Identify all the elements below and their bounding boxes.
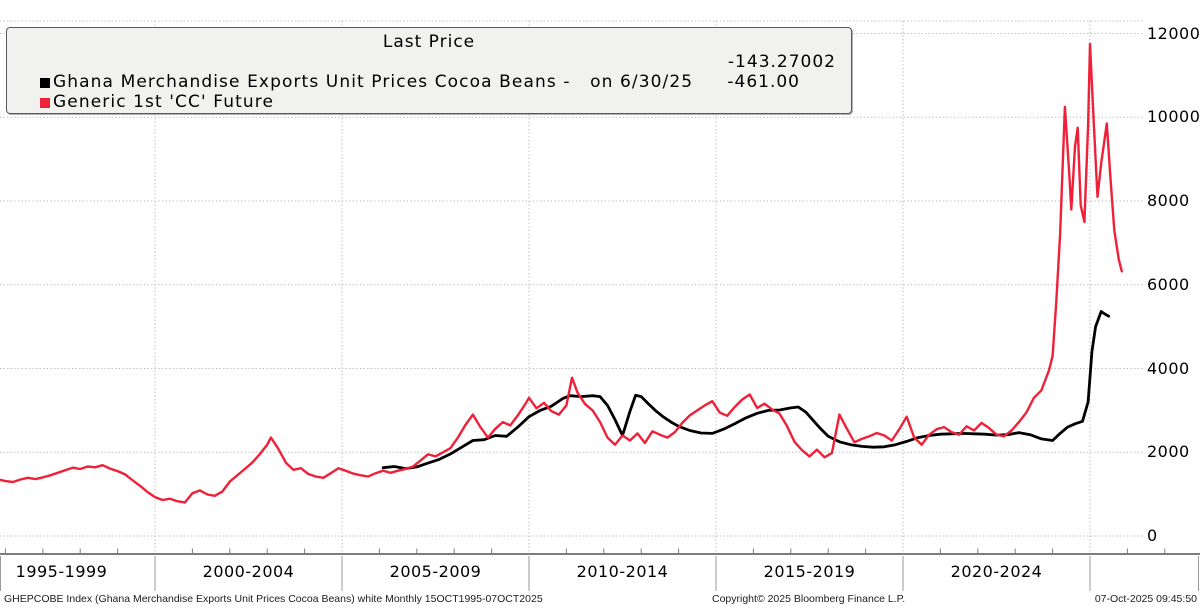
x-axis-group-label: 2015-2019 — [763, 562, 856, 581]
y-axis-tick-label: 6000 — [1147, 274, 1190, 294]
y-axis-tick-label: 0 — [1147, 526, 1158, 545]
legend-value-ghana-exports: -143.27002 — [727, 52, 836, 72]
legend-title: Last Price — [382, 32, 476, 52]
x-axis-group-label: 2010-2014 — [576, 562, 669, 581]
y-axis-tick-label: 4000 — [1147, 358, 1190, 378]
footer-index-description: GHEPCOBE Index (Ghana Merchandise Export… — [4, 593, 543, 605]
x-axis-group-label: 2000-2004 — [202, 562, 295, 581]
y-axis-tick-label: 12000 — [1147, 23, 1200, 43]
legend-value-cc-future: -461.00 — [727, 72, 800, 92]
legend-row-ghana-exports: Ghana Merchandise Exports Unit Prices Co… — [14, 52, 844, 92]
x-axis-group-label: 2005-2009 — [389, 562, 482, 581]
ghana-exports-line — [381, 310, 1111, 471]
y-axis-tick-label: 10000 — [1147, 107, 1200, 127]
footer-copyright: Copyright© 2025 Bloomberg Finance L.P. — [712, 593, 906, 605]
x-axis-group-label: 1995-1999 — [15, 562, 108, 581]
y-axis-tick-label: 8000 — [1147, 191, 1190, 210]
legend-label-ghana-exports: Ghana Merchandise Exports Unit Prices Co… — [53, 72, 694, 92]
cc-future-line — [0, 42, 1124, 504]
legend-box: Last Price Ghana Merchandise Exports Uni… — [6, 27, 852, 114]
red-series-swatch — [40, 98, 51, 108]
footer-timestamp: 07-Oct-2025 09:45:50 — [1094, 593, 1197, 605]
x-axis-group-label: 2020-2024 — [950, 562, 1043, 581]
legend-row-cc-future: Generic 1st 'CC' Future -461.00 — [14, 72, 844, 112]
y-axis-tick-label: 2000 — [1147, 442, 1190, 462]
legend-label-cc-future: Generic 1st 'CC' Future — [53, 92, 275, 112]
black-series-swatch — [40, 78, 51, 88]
